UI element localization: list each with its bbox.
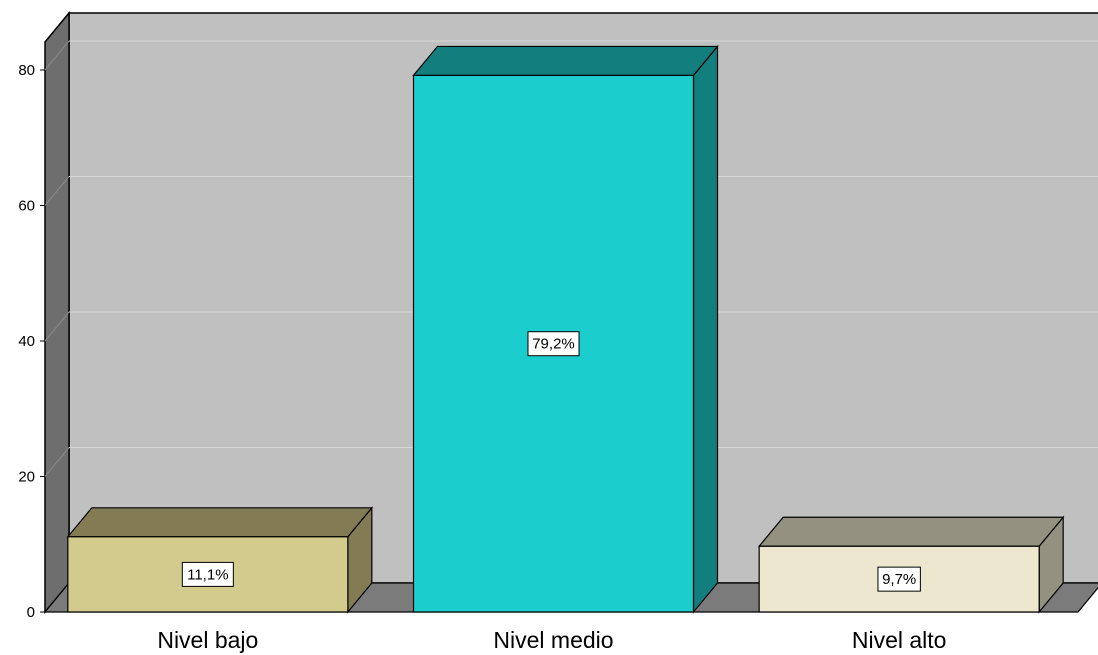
data-label: 9,7% [882,571,916,588]
y-axis: 0 20 40 60 80 [18,62,45,621]
y-tick-label: 0 [27,604,35,621]
y-tick-label: 40 [18,333,35,350]
y-tick-label: 80 [18,62,35,79]
bar-top [412,45,719,77]
gridline-side [44,311,70,342]
bars: 11,1% 79,2% 9,7% [66,44,1065,614]
data-label-box [527,331,580,357]
bar-side [692,44,719,614]
bar-top [757,516,1065,547]
gridline-side [44,40,70,71]
bar-top [66,507,374,538]
data-label: 11,1% [187,566,228,583]
data-label-box [877,566,921,592]
side-wall [44,10,70,615]
bar-2: 9,7% [757,515,1065,614]
data-label-box [181,561,234,587]
category-label: Nivel medio [493,627,613,653]
x-axis: Nivel bajo Nivel medio Nivel alto [157,627,946,653]
gridline-side [44,447,70,477]
y-tick-label: 20 [18,469,35,486]
bar-0: 11,1% [66,506,374,614]
category-label: Nivel bajo [157,627,258,653]
y-tick-label: 60 [18,198,35,215]
category-label: Nivel alto [852,627,947,653]
data-label: 79,2% [532,336,575,353]
gridline-side [44,176,70,206]
bar-1: 79,2% [412,44,719,614]
